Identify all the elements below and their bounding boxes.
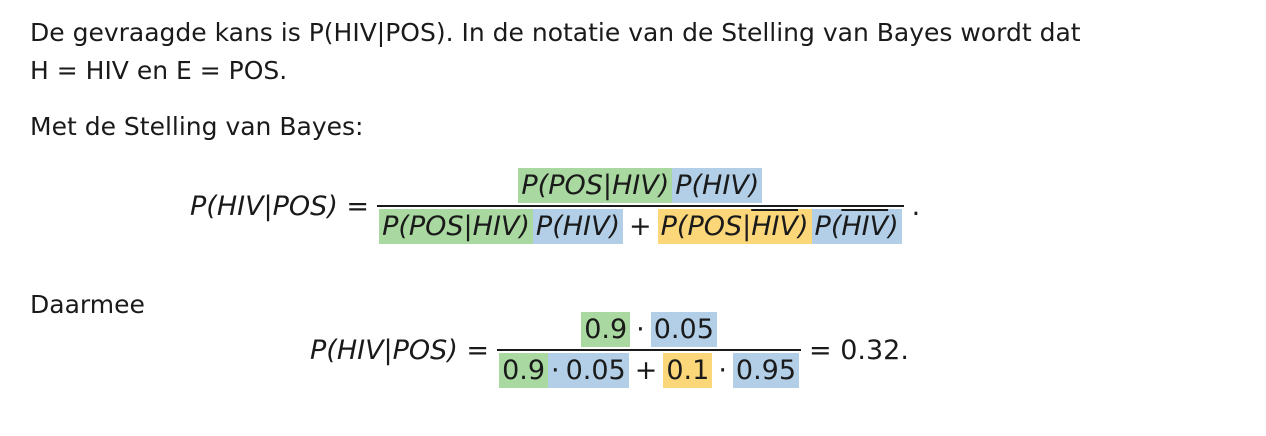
formula1-fraction-bar [377,205,904,207]
formula1-denominator: P(POS|HIV) P(HIV) + P(POS|HIV) P(HIV) [377,209,904,244]
formula2-fraction: 0.9 · 0.05 0.9 · 0.05 + 0.1 · 0.95 [497,312,802,388]
bayes-formula: P(HIV|POS) = P(POS|HIV) P(HIV) P(POS|HIV)… [190,168,920,244]
formula1-lhs: P(HIV|POS) = [190,190,370,222]
intro-line-2: H = HIV en E = POS. [30,56,288,85]
formula1-fraction: P(POS|HIV) P(HIV) P(POS|HIV) P(HIV) + P(PO… [377,168,904,244]
formula1-den-prior-complement: P(HIV) [811,209,902,244]
formula1-den-prior: P(HIV) [532,209,624,244]
formula1-end: . [911,190,921,222]
bayes-intro: Met de Stelling van Bayes: [30,112,364,141]
intro-line-1: De gevraagde kans is P(HIV|POS). In de n… [30,18,1081,47]
formula2-num-a: 0.9 [581,312,631,347]
formula2-den-b: 0.05 [562,353,629,388]
formula1-plus: + [629,211,652,242]
formula2-num-dot: · [636,314,645,345]
formula2-lhs: P(HIV|POS) = [310,334,490,366]
numeric-formula: P(HIV|POS) = 0.9 · 0.05 0.9 · 0.05 + 0.1… [310,312,909,388]
formula1-den-likelihood-complement: P(POS|HIV) [657,209,812,244]
formula2-num-b: 0.05 [650,312,717,347]
formula2-denominator: 0.9 · 0.05 + 0.1 · 0.95 [497,353,801,388]
formula2-den-c: 0.1 [663,353,713,388]
formula2-den-a: 0.9 [499,353,549,388]
formula2-den-dot-1: · [548,353,563,388]
formula1-den-likelihood: P(POS|HIV) [379,209,533,244]
formula2-fraction-bar [497,349,802,351]
formula1-num-likelihood: P(POS|HIV) [518,168,673,203]
formula2-plus: + [634,355,658,386]
formula1-num-prior: P(HIV) [672,168,763,203]
formula2-numerator: 0.9 · 0.05 [579,312,719,347]
formula2-result: = 0.32. [809,334,909,366]
formula2-den-d: 0.95 [732,353,800,388]
formula2-den-dot-2: · [718,355,727,386]
formula1-numerator: P(POS|HIV) P(HIV) [516,168,764,203]
daarmee-label: Daarmee [30,290,145,319]
